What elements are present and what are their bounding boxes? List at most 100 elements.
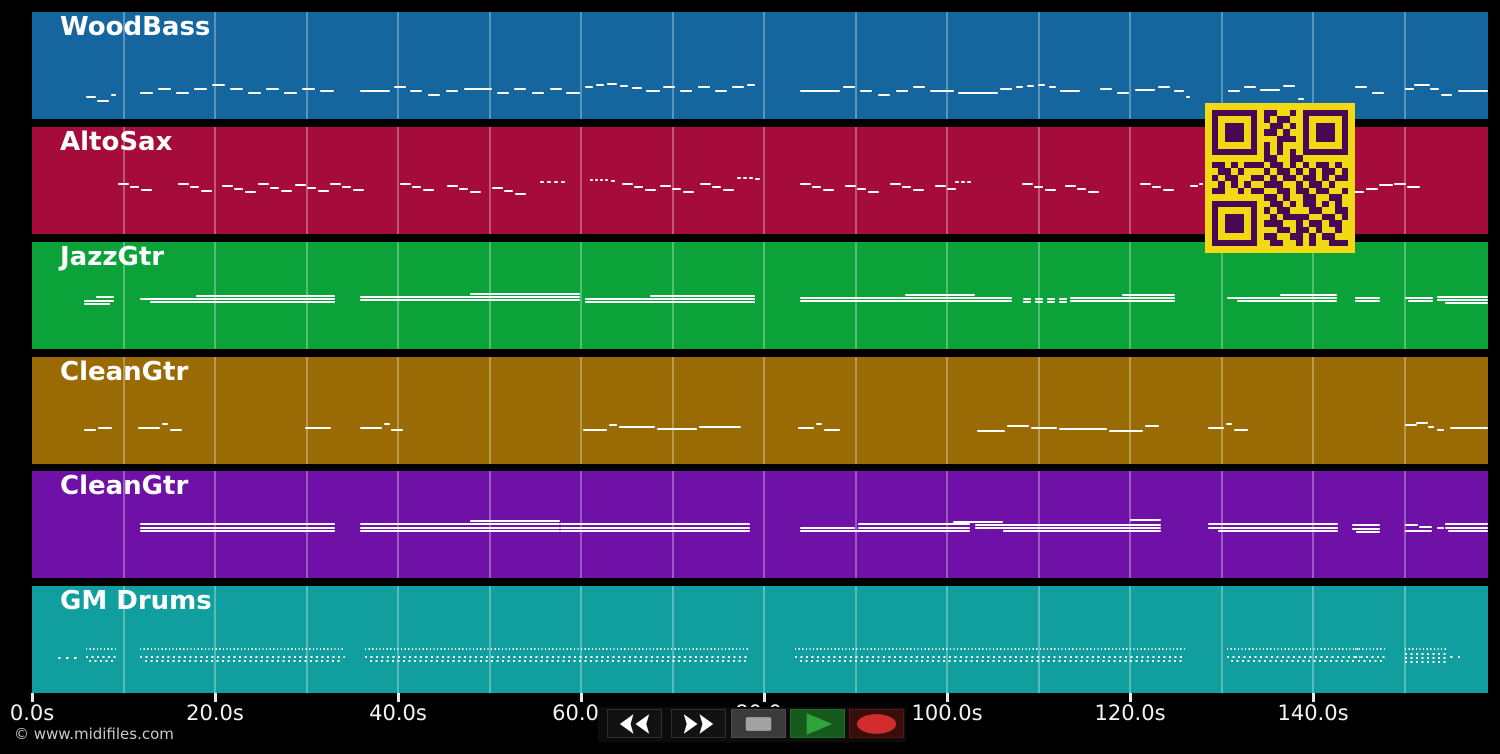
gridline xyxy=(1037,12,1040,119)
note-segment xyxy=(902,186,911,188)
gridline xyxy=(1220,357,1223,464)
axis-tick xyxy=(397,693,400,702)
note-segment xyxy=(1407,186,1420,188)
note-segment xyxy=(749,177,753,179)
note-segment xyxy=(497,92,509,94)
note-segment xyxy=(747,84,755,86)
play-icon xyxy=(806,712,833,735)
note-segment xyxy=(1174,90,1184,92)
stop-button[interactable] xyxy=(731,709,786,738)
note-segment xyxy=(140,656,345,658)
note-segment xyxy=(913,86,925,88)
note-segment xyxy=(1059,428,1107,430)
note-segment xyxy=(1117,92,1129,94)
gridline xyxy=(946,357,948,464)
gridline xyxy=(397,127,399,234)
axis-tick-label: 100.0s xyxy=(911,701,983,725)
note-segment xyxy=(1356,531,1380,533)
note-segment xyxy=(140,648,345,650)
note-segment xyxy=(1038,84,1045,86)
note-segment xyxy=(800,183,811,185)
note-segment xyxy=(955,181,959,183)
note-segment xyxy=(178,183,189,185)
note-segment xyxy=(930,90,954,92)
note-segment xyxy=(583,429,607,431)
note-segment xyxy=(1445,526,1488,529)
note-segment xyxy=(1049,86,1056,88)
note-segment xyxy=(320,90,334,92)
note-segment xyxy=(428,94,440,96)
note-segment xyxy=(798,427,814,429)
note-segment xyxy=(1405,297,1433,299)
gridline xyxy=(580,357,582,464)
note-segment xyxy=(446,90,458,92)
gridline xyxy=(763,127,765,234)
note-segment xyxy=(645,189,656,191)
note-segment xyxy=(360,296,580,298)
note-segment xyxy=(1445,302,1488,304)
note-segment xyxy=(353,189,364,191)
note-segment xyxy=(540,181,544,183)
note-segment xyxy=(1419,526,1432,528)
gridline xyxy=(854,471,857,578)
gridline xyxy=(122,127,125,234)
note-segment xyxy=(1034,186,1043,188)
note-segment xyxy=(585,86,593,88)
note-segment xyxy=(1355,648,1385,650)
note-segment xyxy=(284,92,297,94)
note-segment xyxy=(620,85,628,87)
note-segment xyxy=(118,183,129,185)
note-segment xyxy=(800,300,1012,302)
rewind-icon xyxy=(619,713,650,734)
note-segment xyxy=(1405,661,1447,663)
gridline xyxy=(122,357,125,464)
note-segment xyxy=(1158,86,1170,88)
note-segment xyxy=(111,94,116,96)
note-segment xyxy=(975,523,1161,526)
note-segment xyxy=(470,191,481,193)
note-segment xyxy=(162,423,168,425)
note-segment xyxy=(1122,294,1175,296)
track-label: WoodBass xyxy=(60,12,211,42)
note-segment xyxy=(196,295,335,297)
note-segment xyxy=(1405,424,1417,426)
note-segment xyxy=(590,179,593,181)
gridline xyxy=(214,586,216,693)
note-segment xyxy=(360,90,390,92)
note-segment xyxy=(86,648,116,650)
note-segment xyxy=(84,429,96,431)
note-segment xyxy=(1352,527,1380,530)
note-segment xyxy=(1234,429,1248,431)
note-segment xyxy=(96,296,114,298)
note-segment xyxy=(868,191,879,193)
track-label: AltoSax xyxy=(60,127,173,157)
rewind-button[interactable] xyxy=(607,709,662,738)
fast-forward-button[interactable] xyxy=(671,709,726,738)
note-segment xyxy=(1358,660,1384,662)
play-button[interactable] xyxy=(790,709,845,738)
note-segment xyxy=(1208,523,1338,525)
track-band-1: WoodBass xyxy=(32,12,1488,119)
gridline xyxy=(488,127,491,234)
note-segment xyxy=(1208,526,1338,529)
note-segment xyxy=(158,88,171,90)
note-segment xyxy=(1035,298,1043,300)
note-segment xyxy=(330,183,341,185)
note-segment xyxy=(800,90,840,92)
note-segment xyxy=(1023,301,1031,303)
note-segment xyxy=(858,526,970,529)
note-segment xyxy=(1244,86,1256,88)
note-segment xyxy=(140,530,335,532)
gridline xyxy=(1220,242,1223,349)
record-button[interactable] xyxy=(849,709,904,738)
gridline xyxy=(214,127,216,234)
note-segment xyxy=(470,519,560,522)
note-segment xyxy=(1059,298,1067,300)
note-segment xyxy=(622,183,633,185)
gridline xyxy=(854,127,857,234)
note-segment xyxy=(755,178,760,180)
note-segment xyxy=(1100,88,1112,90)
note-segment xyxy=(1437,527,1444,529)
gridline xyxy=(1037,586,1040,693)
note-segment xyxy=(1023,298,1031,300)
